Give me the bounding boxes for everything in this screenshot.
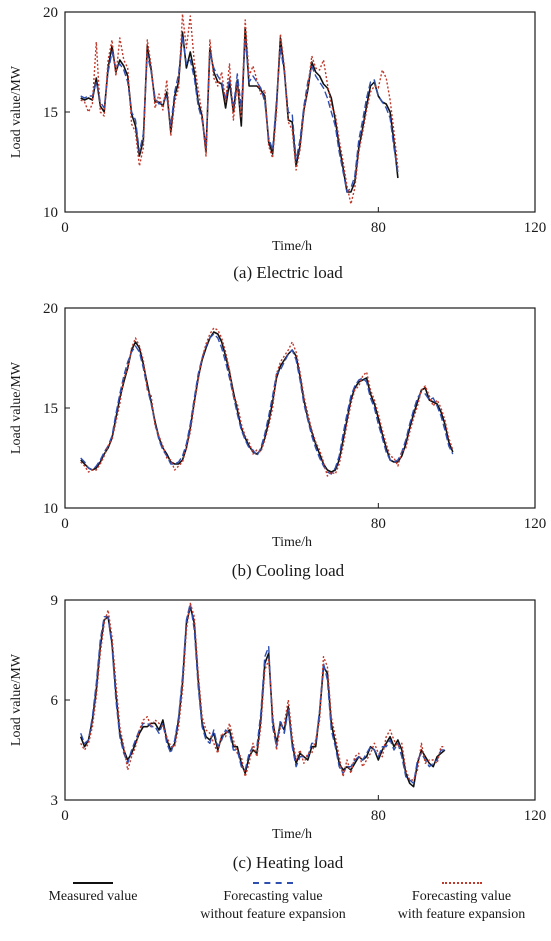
plot-frame: [64, 599, 536, 801]
panel-caption: (c) Heating load: [233, 853, 344, 872]
series-line-with-expansion: [80, 602, 445, 781]
plot-frame: [64, 11, 536, 213]
panel-caption: (a) Electric load: [233, 263, 343, 282]
x-tick-label: 80: [371, 808, 386, 824]
series-line-with-expansion: [80, 13, 399, 205]
series-line-without-expansion: [80, 35, 399, 193]
series-line-measured: [80, 331, 454, 473]
y-tick-label: 3: [51, 793, 59, 809]
x-tick-label: 120: [524, 220, 547, 236]
x-tick-label: 0: [61, 808, 69, 824]
series-line-measured: [80, 27, 399, 193]
x-axis-label: Time/h: [272, 535, 312, 550]
x-tick-label: 0: [61, 220, 69, 236]
legend-swatch-measured: [73, 882, 113, 884]
y-axis-label: Load value/MW: [9, 653, 24, 746]
y-axis-label: Load value/MW: [9, 361, 24, 454]
x-axis-label: Time/h: [272, 827, 312, 842]
panel-caption: (b) Cooling load: [232, 561, 345, 580]
chart-panel-2: 0 80 120 10 15 20 Time/h Load value/MW (b) Cooli…: [9, 301, 546, 580]
y-tick-label: 10: [43, 205, 58, 221]
series-line-without-expansion: [80, 333, 454, 475]
legend-item-measured: Measured value: [18, 882, 168, 906]
y-tick-label: 15: [43, 401, 58, 417]
legend-swatch-with-expansion: [441, 882, 482, 884]
legend: Measured value Forecasting value without…: [0, 882, 551, 941]
x-axis-label: Time/h: [272, 239, 312, 254]
series-line-measured: [79, 605, 446, 788]
y-axis-label: Load value/MW: [9, 65, 24, 158]
legend-item-without-expansion: Forecasting value without feature expans…: [178, 882, 368, 924]
legend-label-without-expansion: Forecasting value without feature expans…: [200, 889, 346, 922]
x-tick-label: 120: [524, 516, 547, 532]
legend-swatch-without-expansion: [253, 882, 293, 884]
y-tick-label: 20: [43, 301, 58, 317]
x-tick-label: 0: [61, 516, 69, 532]
legend-item-with-expansion: Forecasting value with feature expansion: [374, 882, 549, 924]
y-tick-label: 15: [43, 105, 58, 121]
x-tick-label: 80: [371, 516, 386, 532]
series-line-with-expansion: [80, 327, 454, 477]
chart-panel-3: 0 80 120 3 6 9 Time/h Load value/MW (c) Heating …: [9, 593, 546, 872]
legend-label-measured: Measured value: [48, 889, 138, 904]
y-tick-label: 6: [51, 693, 59, 709]
legend-label-with-expansion: Forecasting value with feature expansion: [397, 889, 526, 922]
x-tick-label: 80: [371, 220, 386, 236]
series-line-without-expansion: [80, 602, 445, 784]
x-tick-label: 120: [524, 808, 547, 824]
y-tick-label: 10: [43, 501, 58, 517]
y-tick-label: 9: [51, 593, 59, 609]
chart-panel-1: 0 80 120 10 15 20 Time/h Load value/MW (a) Elect…: [9, 5, 546, 282]
y-tick-label: 20: [43, 5, 58, 21]
